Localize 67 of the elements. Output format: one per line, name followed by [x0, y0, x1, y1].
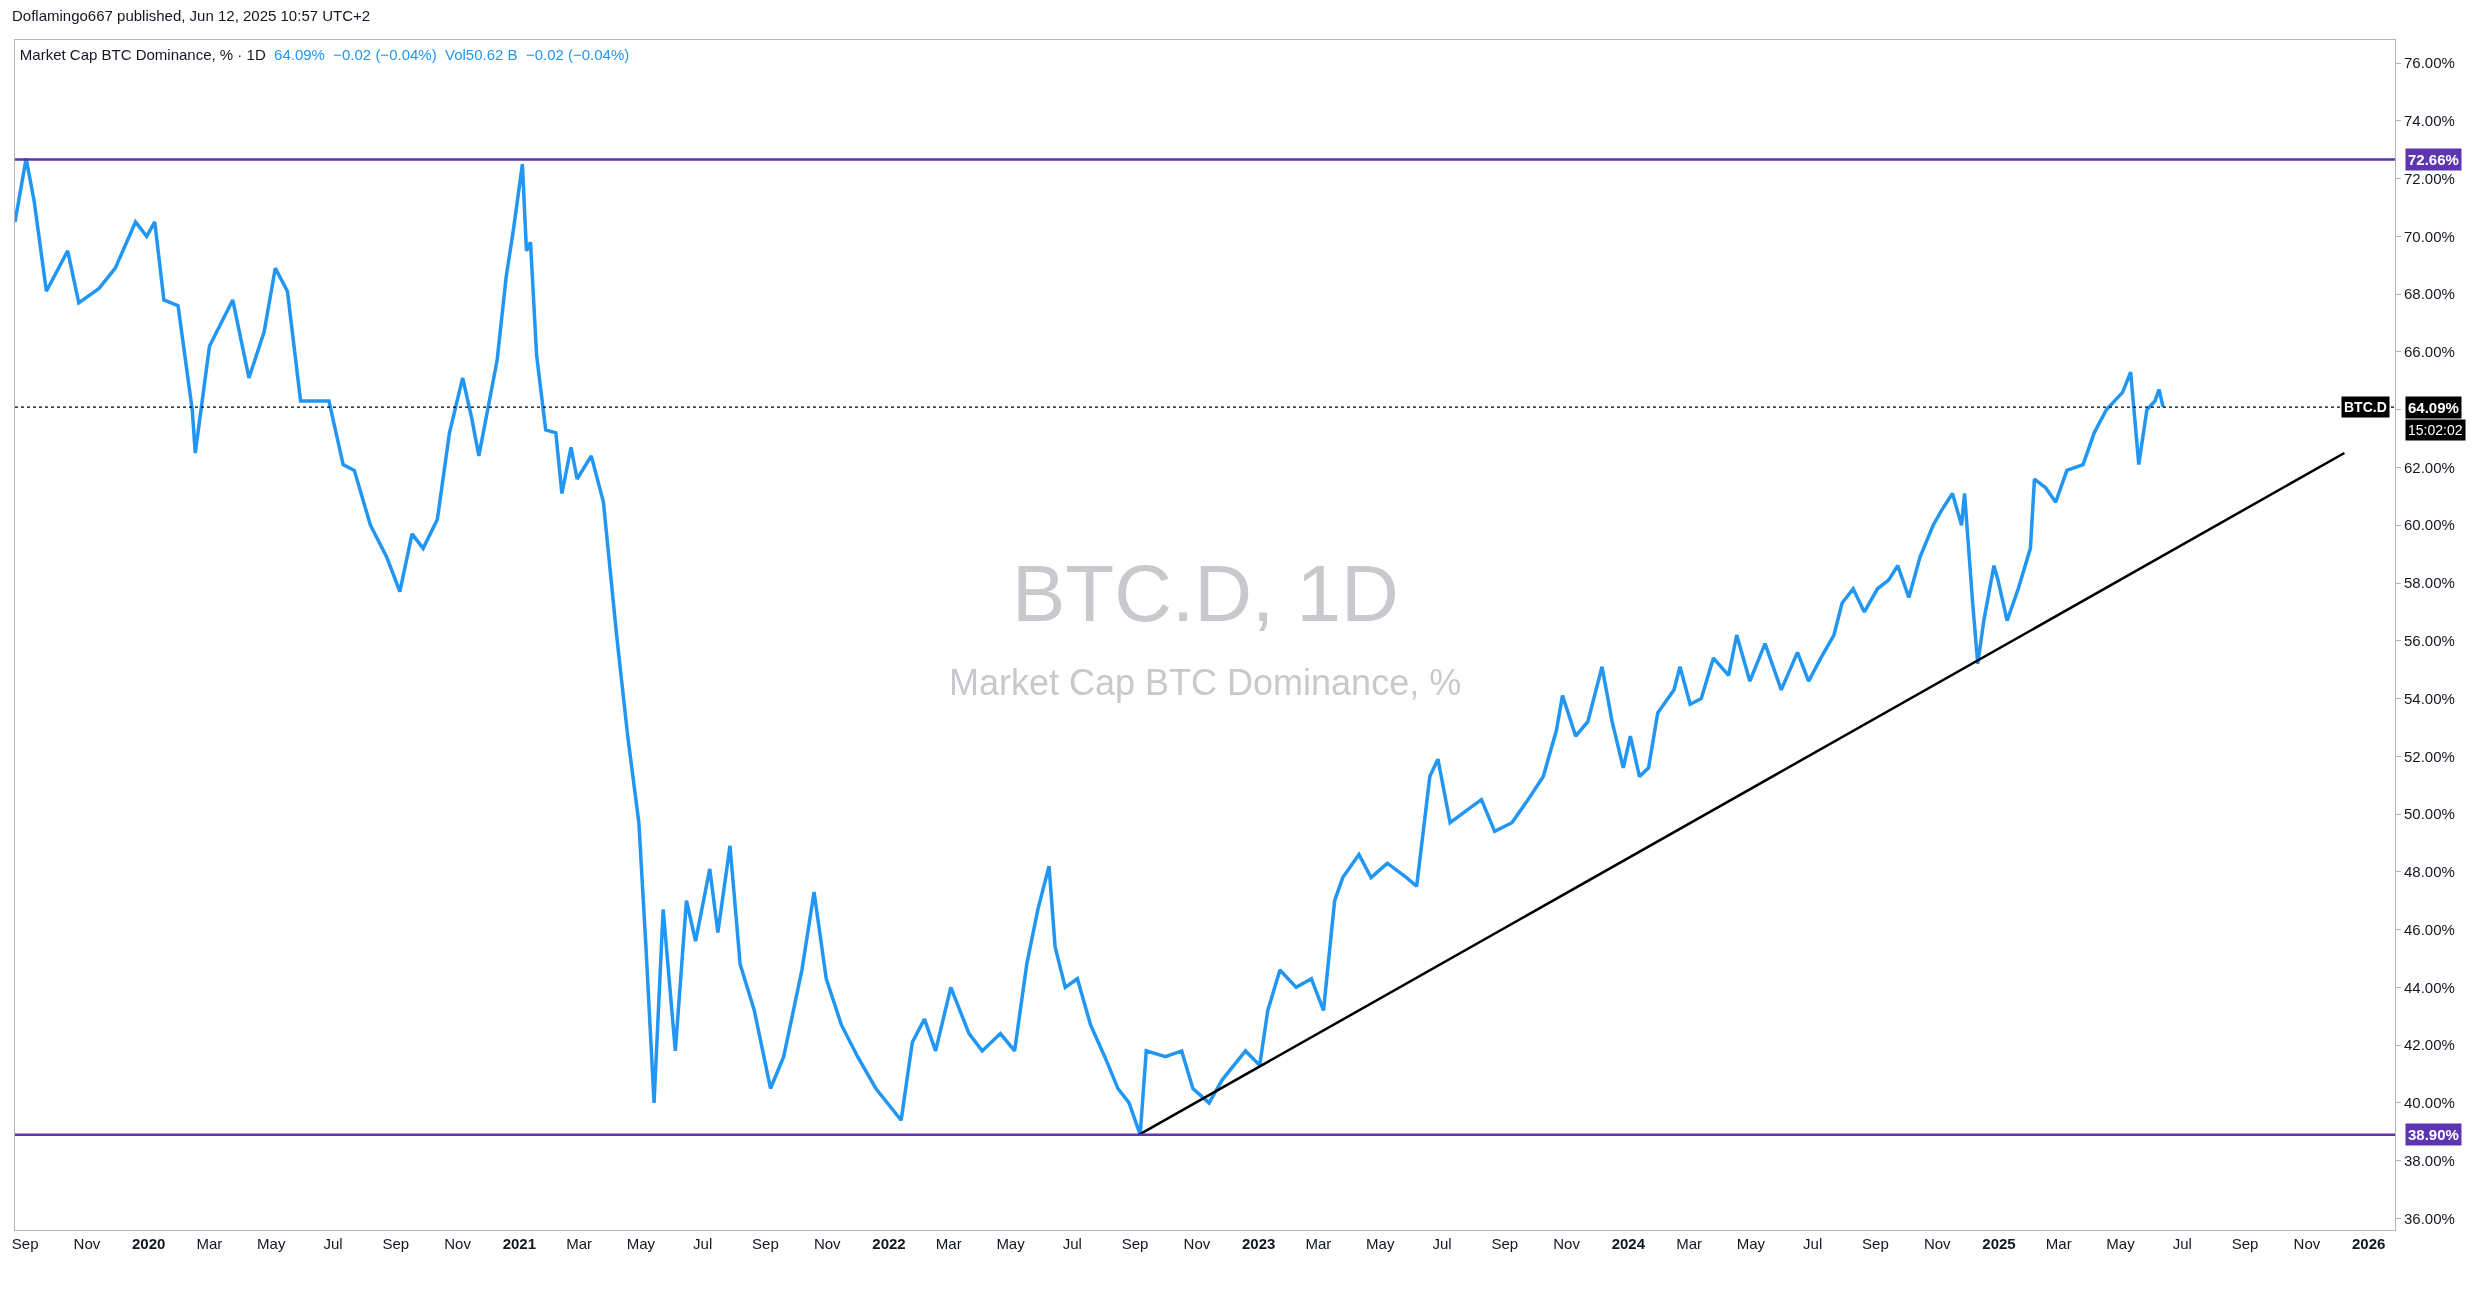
x-tick-label: May	[2106, 1235, 2136, 1252]
x-tick-label: Mar	[935, 1235, 962, 1252]
y-tick-label: 46.00%	[2404, 920, 2455, 938]
y-tick-label: 44.00%	[2404, 978, 2455, 996]
y-tick-label: 74.00%	[2404, 112, 2455, 130]
y-tick-label: 42.00%	[2404, 1036, 2455, 1054]
x-tick-label: May	[626, 1235, 656, 1252]
x-tick-label: Jul	[1803, 1235, 1823, 1252]
ref-line-label: 38.90%	[2408, 1126, 2459, 1143]
x-tick-label: May	[1366, 1235, 1395, 1252]
y-tick-label: 52.00%	[2404, 747, 2455, 765]
y-tick-label: 40.00%	[2404, 1094, 2455, 1112]
y-tick-label: 56.00%	[2404, 632, 2455, 650]
x-tick-label: Sep	[1491, 1235, 1519, 1252]
x-tick-label: Nov	[73, 1235, 101, 1252]
chart-subtitle: 64.09% −0.02 (−0.04%) Vol50.62 B −0.02 (−0.04%)	[274, 45, 630, 63]
x-tick-label: 2021	[502, 1235, 537, 1252]
x-tick-label: 2023	[1241, 1235, 1276, 1252]
ref-line-label: 64.09%	[2408, 399, 2459, 416]
x-tick-label: Jul	[693, 1235, 713, 1252]
y-tick-label: 50.00%	[2404, 805, 2455, 823]
x-tick-label: Mar	[1305, 1235, 1332, 1252]
y-tick-label: 54.00%	[2404, 689, 2455, 707]
text: 15:02:02	[2408, 422, 2463, 438]
y-tick-label: 62.00%	[2404, 458, 2455, 476]
x-tick-label: May	[1736, 1235, 1766, 1252]
x-tick-label: Jul	[1062, 1235, 1082, 1252]
y-tick-label: 72.00%	[2404, 169, 2455, 187]
x-tick-label: May	[257, 1235, 286, 1252]
x-tick-label: Sep	[1862, 1235, 1889, 1252]
x-tick-label: Sep	[1121, 1235, 1149, 1252]
y-tick-label: 66.00%	[2404, 343, 2455, 361]
x-tick-label: Nov	[1923, 1235, 1952, 1252]
x-tick-label: Nov	[2293, 1235, 2321, 1252]
y-tick-label: 38.00%	[2404, 1151, 2455, 1169]
x-tick-label: Sep	[11, 1235, 39, 1252]
x-tick-label: 2026	[2351, 1235, 2386, 1252]
x-tick-label: Nov	[1553, 1235, 1581, 1252]
x-tick-label: Sep	[752, 1235, 779, 1252]
x-tick-label: Nov	[813, 1235, 842, 1252]
y-tick-label: 48.00%	[2404, 863, 2455, 881]
x-tick-label: Mar	[566, 1235, 593, 1252]
y-tick-label: 70.00%	[2404, 227, 2455, 245]
chart-title: Market Cap BTC Dominance, % · 1D	[19, 45, 266, 63]
ref-line-label: 72.66%	[2408, 151, 2459, 168]
x-tick-label: Jul	[2172, 1235, 2192, 1252]
x-tick-label: Jul	[1432, 1235, 1452, 1252]
y-tick-label: 36.00%	[2404, 1209, 2455, 1227]
x-tick-label: Sep	[382, 1235, 410, 1252]
annotation: BTC.D	[2344, 399, 2387, 415]
x-tick-label: Mar	[196, 1235, 223, 1252]
x-tick-label: 2022	[872, 1235, 906, 1252]
y-tick-label: 60.00%	[2404, 516, 2455, 534]
x-tick-label: Mar	[2045, 1235, 2072, 1252]
x-tick-label: Mar	[1676, 1235, 1703, 1252]
x-tick-label: 2024	[1611, 1235, 1646, 1252]
x-tick-label: Nov	[444, 1235, 472, 1252]
x-tick-label: Nov	[1183, 1235, 1211, 1252]
y-tick-label: 68.00%	[2404, 285, 2455, 303]
y-tick-label: 58.00%	[2404, 574, 2455, 592]
x-tick-label: May	[996, 1235, 1026, 1252]
y-tick-label: 76.00%	[2404, 54, 2455, 72]
x-tick-label: Jul	[323, 1235, 343, 1252]
x-tick-label: Sep	[2231, 1235, 2259, 1252]
x-tick-label: 2020	[132, 1235, 166, 1252]
text: Doflamingo667 published, Jun 12, 2025 10:57 UTC+2	[12, 7, 371, 24]
x-tick-label: 2025	[1982, 1235, 2016, 1252]
